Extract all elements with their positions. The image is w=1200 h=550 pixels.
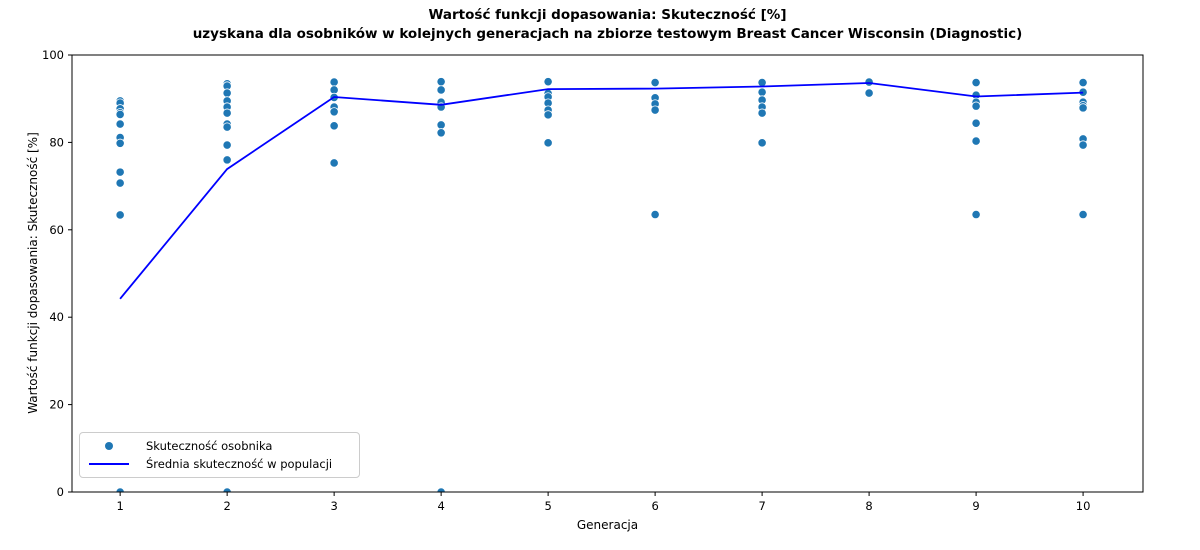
scatter-point	[329, 107, 339, 117]
line-marker-icon	[89, 463, 129, 465]
legend: Skuteczność osobnika Średnia skuteczność…	[79, 432, 360, 478]
scatter-point	[971, 209, 981, 220]
scatter-marker-icon	[105, 442, 113, 450]
scatter-point	[757, 108, 767, 118]
legend-line-marker-cell	[86, 463, 132, 465]
scatter-point	[222, 155, 232, 165]
legend-scatter-marker-cell	[86, 442, 132, 450]
x-tick-label: 3	[330, 499, 337, 513]
x-tick-label: 9	[972, 499, 979, 513]
scatter-point	[222, 122, 232, 132]
y-axis-label: Wartość funkcji dopasowania: Skuteczność…	[26, 132, 40, 414]
scatter-point	[543, 110, 553, 120]
scatter-point	[115, 109, 125, 120]
chart-title: Wartość funkcji dopasowania: Skuteczność…	[72, 6, 1143, 44]
scatter-point	[329, 77, 339, 87]
scatter-point	[222, 140, 232, 150]
scatter-point	[650, 209, 660, 220]
scatter-point	[543, 138, 553, 148]
scatter-point	[1078, 103, 1088, 113]
x-axis-label: Generacja	[576, 518, 639, 532]
scatter-point	[436, 120, 446, 130]
scatter-point	[436, 128, 446, 138]
scatter-point	[329, 121, 339, 131]
x-tick-label: 8	[865, 499, 872, 513]
scatter-point	[543, 77, 553, 87]
scatter-point	[115, 167, 125, 177]
scatter-point	[971, 136, 981, 146]
y-tick-label: 0	[57, 485, 64, 499]
scatter-point	[650, 77, 660, 88]
scatter-point	[436, 85, 446, 95]
scatter-point	[757, 138, 767, 148]
y-tick-label: 80	[49, 135, 64, 149]
scatter-point	[864, 77, 874, 87]
y-tick-label: 40	[49, 310, 64, 324]
legend-scatter-label: Skuteczność osobnika	[146, 439, 273, 453]
scatter-point	[971, 101, 981, 111]
scatter-point	[757, 87, 767, 97]
axes-spines	[71, 54, 1144, 493]
scatter-point	[115, 138, 125, 148]
scatter-point	[115, 178, 125, 188]
scatter-point	[115, 119, 125, 129]
legend-line-label: Średnia skuteczność w populacji	[146, 457, 333, 471]
scatter-point	[329, 158, 339, 168]
x-tick-label: 5	[544, 499, 551, 513]
scatter-point	[436, 77, 446, 87]
scatter-point	[1078, 209, 1088, 220]
y-tick-label: 60	[49, 223, 64, 237]
scatter-point	[1078, 77, 1088, 88]
x-tick-label: 7	[758, 499, 765, 513]
scatter-point	[864, 88, 874, 98]
legend-entry-line: Średnia skuteczność w populacji	[86, 455, 349, 473]
scatter-point	[222, 108, 232, 118]
scatter-point	[1078, 140, 1088, 150]
scatter-series	[115, 77, 1088, 492]
scatter-point	[971, 118, 981, 128]
mean-line-group	[119, 82, 1084, 300]
x-tick-label: 1	[116, 499, 123, 513]
scatter-point	[757, 77, 767, 88]
chart-title-line2: uzyskana dla osobników w kolejnych gener…	[192, 26, 1023, 42]
y-tick-label: 100	[42, 48, 64, 62]
x-tick-label: 10	[1076, 499, 1091, 513]
x-tick-label: 2	[223, 499, 230, 513]
scatter-point	[650, 105, 660, 115]
x-tick-label: 4	[437, 499, 444, 513]
chart-title-line1: Wartość funkcji dopasowania: Skuteczność…	[428, 7, 787, 23]
legend-entry-scatter: Skuteczność osobnika	[86, 437, 349, 455]
x-tick-label: 6	[651, 499, 658, 513]
scatter-point	[222, 88, 232, 98]
scatter-point	[971, 77, 981, 88]
scatter-point	[115, 210, 125, 220]
mean-line	[119, 82, 1084, 300]
y-tick-label: 20	[49, 398, 64, 412]
